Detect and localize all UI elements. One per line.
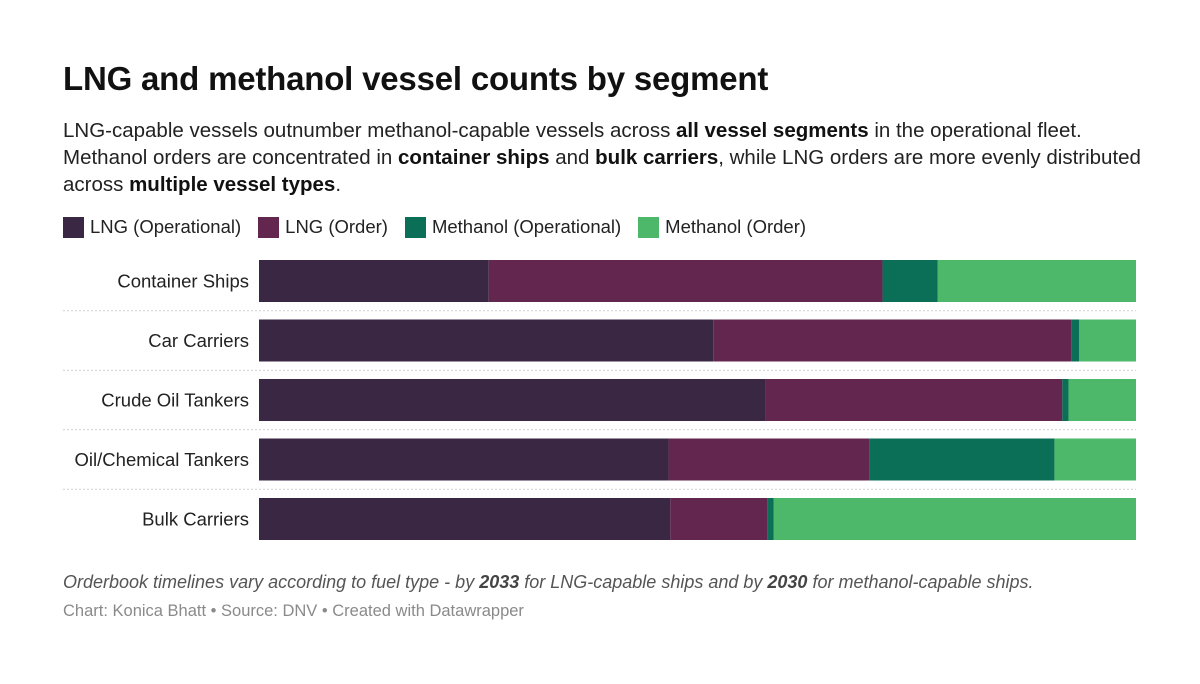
notes-emphasis: 2030 — [767, 572, 808, 592]
description-text: . — [335, 173, 342, 196]
legend-label: LNG (Order) — [285, 216, 388, 237]
bar-segment — [869, 438, 1055, 481]
legend-item: Methanol (Operational) — [404, 216, 622, 238]
legend-swatch — [63, 216, 84, 238]
bar-segment — [1071, 319, 1079, 362]
legend-item: LNG (Order) — [258, 216, 388, 238]
legend-label: Methanol (Order) — [665, 216, 807, 237]
description-emphasis: multiple vessel types — [129, 173, 336, 196]
description-emphasis: container ships — [398, 146, 550, 169]
description-emphasis: all vessel segments — [676, 119, 869, 142]
bar-segment — [1054, 438, 1136, 481]
description-text: LNG-capable vessels outnumber methanol-c… — [63, 119, 677, 142]
bar-segment — [713, 319, 1072, 362]
category-label: Container Ships — [117, 271, 249, 292]
category-label: Car Carriers — [148, 330, 249, 351]
chart-byline: Chart: Konica Bhatt • Source: DNV • Crea… — [63, 602, 524, 620]
bar-segment — [259, 260, 489, 302]
chart-notes: Orderbook timelines vary according to fu… — [63, 572, 1034, 593]
notes-text: for LNG-capable ships and by — [519, 572, 768, 592]
bar-segment — [773, 498, 1136, 540]
category-label: Bulk Carriers — [142, 509, 249, 530]
bar-segment — [1078, 319, 1136, 362]
description-text: in the operational fleet. Methanol order… — [63, 119, 1082, 169]
bar-segment — [765, 379, 1063, 421]
chart-title: LNG and methanol vessel counts by segmen… — [63, 60, 769, 97]
category-label: Oil/Chemical Tankers — [75, 449, 249, 470]
bar-segment — [668, 438, 870, 481]
legend-swatch — [638, 216, 660, 238]
notes-text: Orderbook timelines vary according to fu… — [63, 572, 480, 592]
notes-emphasis: 2033 — [479, 572, 520, 592]
legend-swatch — [404, 216, 426, 238]
legend-swatch — [258, 216, 280, 238]
bar-segment — [259, 319, 714, 362]
bar-segment — [1068, 379, 1136, 421]
bar-segment — [488, 260, 883, 302]
bar-segment — [937, 260, 1136, 302]
legend-label: LNG (Operational) — [90, 216, 242, 237]
bar-segment — [259, 379, 766, 421]
bar-segment — [767, 498, 774, 540]
bar-segment — [1062, 379, 1069, 421]
legend-item: LNG (Operational) — [63, 216, 241, 238]
description-emphasis: bulk carriers — [595, 146, 719, 169]
bar-segment — [259, 438, 669, 481]
legend-label: Methanol (Operational) — [431, 216, 622, 237]
category-label: Crude Oil Tankers — [101, 390, 249, 411]
description-text: and — [549, 146, 596, 169]
notes-text: for methanol-capable ships. — [807, 572, 1034, 592]
legend: LNG (Operational) LNG (Order) Methanol (Op… — [63, 215, 823, 239]
legend-item: Methanol (Order) — [638, 216, 806, 238]
bar-segment — [670, 498, 768, 540]
bar-segment — [882, 260, 938, 302]
chart-description: LNG-capable vessels outnumber methanol-c… — [63, 117, 1143, 198]
bar-segment — [259, 498, 671, 540]
description-text: , while LNG orders are more evenly distr… — [63, 146, 1141, 196]
stacked-bar-chart: Container Ships Car Carriers Crude Oil Tan… — [63, 260, 1136, 540]
